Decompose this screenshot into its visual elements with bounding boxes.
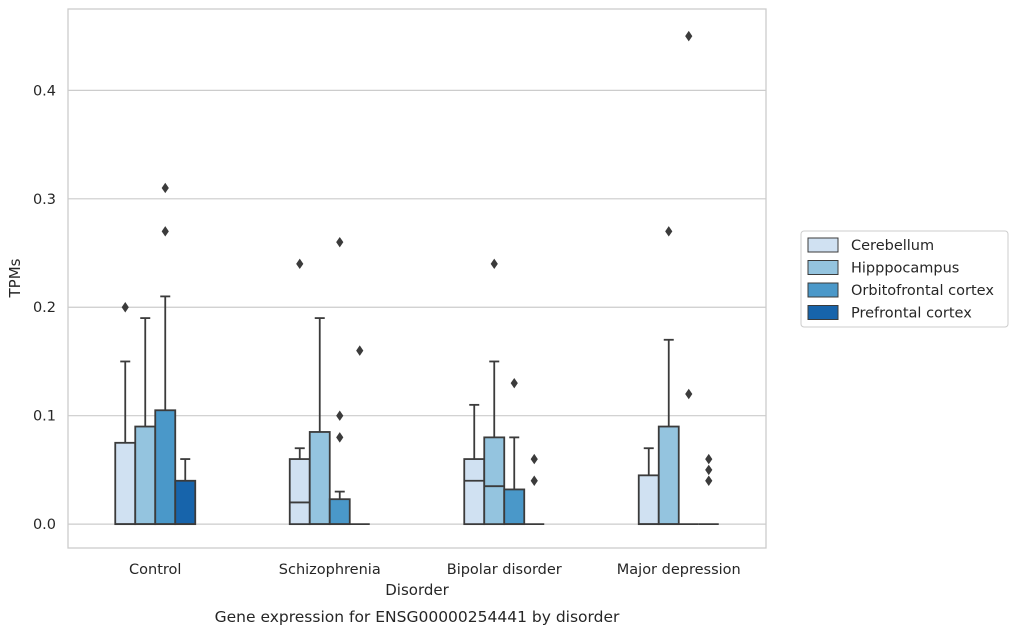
box-0-0 <box>114 360 137 526</box>
legend-label: Prefrontal cortex <box>851 306 972 322</box>
plot-frame <box>67 8 767 549</box>
box-body <box>288 458 311 526</box>
y-axis-ticks: 0.0 0.1 0.2 0.3 0.4 <box>33 83 56 533</box>
box-body <box>114 441 137 526</box>
outlier-point <box>705 475 713 486</box>
x-tick-label: Major depression <box>617 562 741 578</box>
outlier-point <box>530 453 538 465</box>
box-body <box>308 431 331 526</box>
legend-frame <box>800 230 1009 328</box>
box-body <box>657 425 680 526</box>
box-body <box>328 498 351 526</box>
legend-swatch <box>807 282 839 298</box>
outlier-point <box>121 302 129 313</box>
y-tick-label: 0.1 <box>33 409 56 425</box>
box-2-2 <box>503 436 526 526</box>
outlier-point <box>490 258 498 270</box>
legend-swatch <box>807 260 839 275</box>
legend-label: Hipppocampus <box>851 261 959 277</box>
y-tick-label: 0.3 <box>33 192 56 208</box>
x-tick-label: Bipolar disorder <box>447 562 562 578</box>
legend-swatch <box>807 237 839 253</box>
box-1-3 <box>657 338 680 526</box>
x-tick-label: Control <box>129 562 181 578</box>
legend: Cerebellum Hipppocampus Orbitofrontal cort… <box>800 230 1009 328</box>
y-tick-label: 0.0 <box>33 517 56 533</box>
box-body <box>174 479 197 526</box>
outlier-point <box>161 182 169 194</box>
chart-caption: Gene expression for ENSG00000254441 by d… <box>215 608 620 626</box>
outlier-point <box>510 377 518 389</box>
x-axis-ticks: Control Schizophrenia Bipolar disorder Majo… <box>129 562 741 578</box>
box-body <box>503 488 526 526</box>
box-1-0 <box>134 317 157 526</box>
outlier-point <box>296 258 304 270</box>
outlier-point <box>685 388 693 400</box>
box-3-0 <box>174 458 197 526</box>
box-body <box>483 436 506 526</box>
outlier-point <box>705 464 713 476</box>
box-body <box>637 474 660 526</box>
outliers <box>121 30 713 486</box>
y-axis-label: TPMs <box>6 258 24 298</box>
box-0-3 <box>637 447 660 526</box>
box-1-1 <box>308 317 331 526</box>
y-tick-label: 0.2 <box>33 300 56 316</box>
legend-label: Cerebellum <box>851 238 934 254</box>
box-0-2 <box>463 403 486 526</box>
outlier-point <box>530 475 538 486</box>
outlier-point <box>356 345 364 356</box>
outlier-point <box>685 30 693 42</box>
outlier-point <box>161 226 169 237</box>
box-body <box>154 409 177 526</box>
outlier-point <box>665 226 673 237</box>
outlier-point <box>336 236 344 248</box>
legend-label: Orbitofrontal cortex <box>851 283 994 299</box>
box-2-0 <box>154 295 177 526</box>
box-0-1 <box>288 447 311 526</box>
boxes <box>114 295 719 526</box>
outlier-point <box>705 453 713 465</box>
legend-swatch <box>807 305 839 320</box>
box-1-2 <box>483 360 506 526</box>
box-2-1 <box>328 490 351 526</box>
x-tick-label: Schizophrenia <box>279 562 381 578</box>
box-body <box>134 425 157 526</box>
outlier-point <box>336 410 344 421</box>
x-axis-label: Disorder <box>385 581 449 599</box>
outlier-point <box>336 432 344 443</box>
box-body <box>463 458 486 526</box>
y-tick-label: 0.4 <box>33 83 56 99</box>
